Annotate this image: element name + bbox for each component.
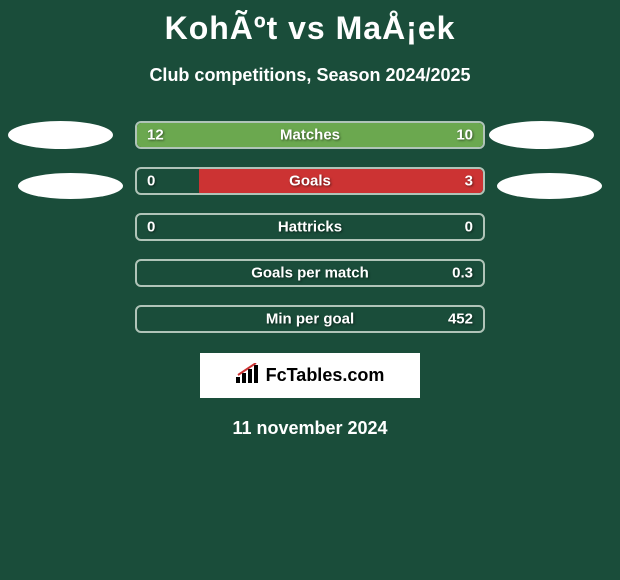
season-subtitle: Club competitions, Season 2024/2025 — [0, 65, 620, 86]
player-ellipse-right-2 — [497, 173, 602, 199]
stat-right-value: 0.3 — [452, 265, 473, 282]
stat-left-value: 0 — [147, 173, 155, 190]
bar-fill-right — [199, 169, 483, 193]
stat-label: Goals per match — [251, 265, 369, 282]
stat-right-value: 0 — [465, 219, 473, 236]
stat-row-goals: 0 Goals 3 — [135, 167, 485, 195]
main-container: KohÃºt vs MaÅ¡ek Club competitions, Seas… — [0, 0, 620, 439]
player-ellipse-left-1 — [8, 121, 113, 149]
comparison-title: KohÃºt vs MaÅ¡ek — [0, 10, 620, 47]
player-ellipse-right-1 — [489, 121, 594, 149]
stat-label: Matches — [280, 127, 340, 144]
stat-row-matches: 12 Matches 10 — [135, 121, 485, 149]
stat-row-min-per-goal: Min per goal 452 — [135, 305, 485, 333]
stat-right-value: 3 — [465, 173, 473, 190]
stat-right-value: 10 — [456, 127, 473, 144]
player-ellipse-left-2 — [18, 173, 123, 199]
stat-label: Min per goal — [266, 311, 354, 328]
logo-text: FcTables.com — [266, 365, 385, 386]
stat-right-value: 452 — [448, 311, 473, 328]
stat-label: Hattricks — [278, 219, 342, 236]
stat-label: Goals — [289, 173, 331, 190]
stat-row-goals-per-match: Goals per match 0.3 — [135, 259, 485, 287]
chart-icon — [236, 363, 260, 388]
date-text: 11 november 2024 — [0, 418, 620, 439]
stat-row-hattricks: 0 Hattricks 0 — [135, 213, 485, 241]
logo-box[interactable]: FcTables.com — [200, 353, 420, 398]
stat-left-value: 12 — [147, 127, 164, 144]
stat-left-value: 0 — [147, 219, 155, 236]
stats-area: 12 Matches 10 0 Goals 3 0 Hattricks 0 Go… — [0, 121, 620, 333]
